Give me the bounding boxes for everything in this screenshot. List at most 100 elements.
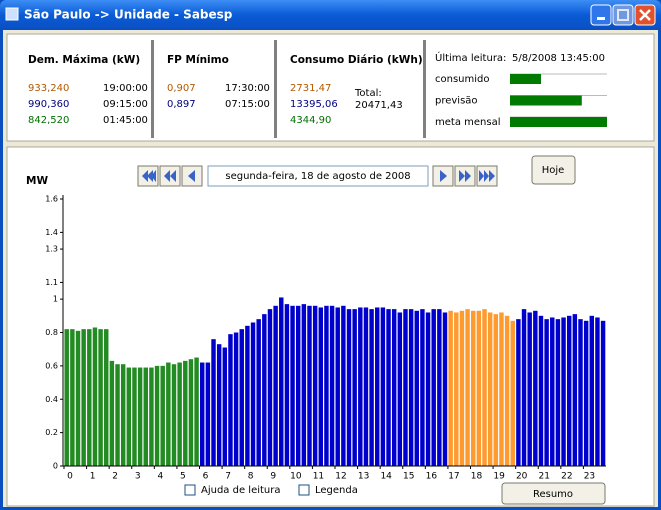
bar bbox=[482, 309, 487, 466]
minimize-icon bbox=[597, 17, 605, 20]
time: 07:15:00 bbox=[225, 99, 270, 110]
bar bbox=[386, 309, 391, 466]
bar bbox=[583, 320, 589, 466]
time: 01:45:00 bbox=[103, 115, 148, 126]
bar bbox=[307, 305, 312, 466]
nav-right bbox=[432, 165, 498, 187]
bar bbox=[250, 322, 256, 466]
app-icon bbox=[5, 7, 19, 21]
bar bbox=[391, 309, 397, 466]
bar bbox=[177, 362, 182, 466]
meter-bar bbox=[510, 95, 582, 106]
x-tick-label: 3 bbox=[135, 472, 141, 482]
meter-label: meta mensal bbox=[435, 117, 500, 128]
bar bbox=[143, 367, 148, 466]
x-tick-label: 14 bbox=[380, 472, 392, 482]
minimize-button[interactable] bbox=[590, 4, 612, 26]
bar bbox=[273, 305, 278, 466]
bar bbox=[335, 307, 340, 466]
window-title: São Paulo -> Unidade - Sabesp bbox=[24, 8, 233, 22]
value: 13395,06 bbox=[290, 99, 338, 110]
x-tick-label: 6 bbox=[203, 472, 209, 482]
bar bbox=[420, 309, 425, 466]
panel-title: FP Mínimo bbox=[167, 54, 229, 66]
legend-checkbox[interactable] bbox=[298, 484, 310, 496]
maximize-button[interactable] bbox=[612, 4, 634, 26]
bar bbox=[476, 310, 482, 466]
bar bbox=[600, 320, 606, 466]
bar bbox=[92, 327, 98, 466]
bar bbox=[137, 367, 143, 466]
bar bbox=[160, 365, 165, 466]
title-bar bbox=[0, 0, 661, 30]
bar bbox=[188, 359, 194, 466]
bar bbox=[352, 309, 357, 466]
date-box[interactable] bbox=[207, 165, 429, 187]
x-tick-label: 12 bbox=[335, 472, 346, 482]
y-axis-label: MW bbox=[26, 175, 48, 187]
bar bbox=[550, 317, 555, 466]
bar bbox=[454, 312, 459, 466]
meter-label: consumido bbox=[435, 74, 490, 85]
value: 990,360 bbox=[28, 99, 69, 110]
today-label: Hoje bbox=[542, 165, 565, 176]
bar bbox=[262, 314, 267, 466]
meter-label: previsão bbox=[435, 96, 478, 107]
reading-value: 5/8/2008 13:45:00 bbox=[512, 53, 605, 64]
close-icon bbox=[639, 9, 651, 21]
today-button[interactable] bbox=[531, 155, 576, 185]
bar bbox=[81, 329, 86, 466]
help-checkbox[interactable] bbox=[184, 484, 196, 496]
bar bbox=[487, 312, 493, 466]
bar bbox=[115, 364, 120, 466]
summary-button[interactable] bbox=[501, 482, 606, 505]
bar bbox=[312, 305, 318, 466]
bar bbox=[200, 362, 205, 466]
bar bbox=[279, 297, 284, 466]
time: 09:15:00 bbox=[103, 99, 148, 110]
y-tick-label: 1.3 bbox=[45, 245, 58, 254]
help-label: Ajuda de leitura bbox=[201, 485, 281, 496]
bar bbox=[561, 317, 566, 466]
x-tick-label: 9 bbox=[270, 472, 276, 482]
bar bbox=[346, 309, 352, 466]
bar bbox=[171, 364, 177, 466]
time: 17:30:00 bbox=[225, 83, 270, 94]
bar bbox=[211, 339, 216, 466]
x-tick-label: 2 bbox=[112, 472, 118, 482]
y-tick-label: 0.2 bbox=[45, 428, 58, 437]
time: 19:00:00 bbox=[103, 83, 148, 94]
bar bbox=[403, 309, 408, 466]
bar bbox=[425, 312, 431, 466]
y-tick-label: 1.1 bbox=[45, 278, 58, 287]
bar bbox=[166, 362, 171, 466]
panel-title: Dem. Máxima (kW) bbox=[28, 54, 140, 66]
x-tick-label: 20 bbox=[516, 472, 528, 482]
icon bbox=[459, 170, 471, 182]
bar bbox=[104, 329, 109, 466]
icon bbox=[164, 170, 176, 182]
bar bbox=[595, 317, 600, 466]
panel-title: Consumo Diário (kWh) bbox=[290, 54, 423, 66]
bar bbox=[499, 312, 504, 466]
separator bbox=[151, 40, 154, 138]
value: 0,907 bbox=[167, 83, 196, 94]
reading-label: Última leitura: bbox=[435, 51, 506, 64]
bar bbox=[578, 319, 583, 466]
bar bbox=[369, 309, 374, 466]
value: 2731,47 bbox=[290, 83, 331, 94]
bar bbox=[239, 329, 244, 466]
value: 842,520 bbox=[28, 115, 69, 126]
bar bbox=[397, 312, 403, 466]
date: segunda-feira, 18 de agosto de 2008 bbox=[225, 171, 410, 182]
bar bbox=[183, 360, 188, 466]
bar bbox=[154, 365, 160, 466]
bar bbox=[471, 310, 476, 466]
y-tick-label: 0.8 bbox=[45, 328, 58, 337]
icon bbox=[188, 170, 195, 182]
bar bbox=[504, 315, 510, 466]
bar bbox=[521, 309, 527, 466]
x-tick-label: 17 bbox=[448, 472, 459, 482]
bar bbox=[87, 329, 92, 466]
icon bbox=[479, 170, 495, 182]
